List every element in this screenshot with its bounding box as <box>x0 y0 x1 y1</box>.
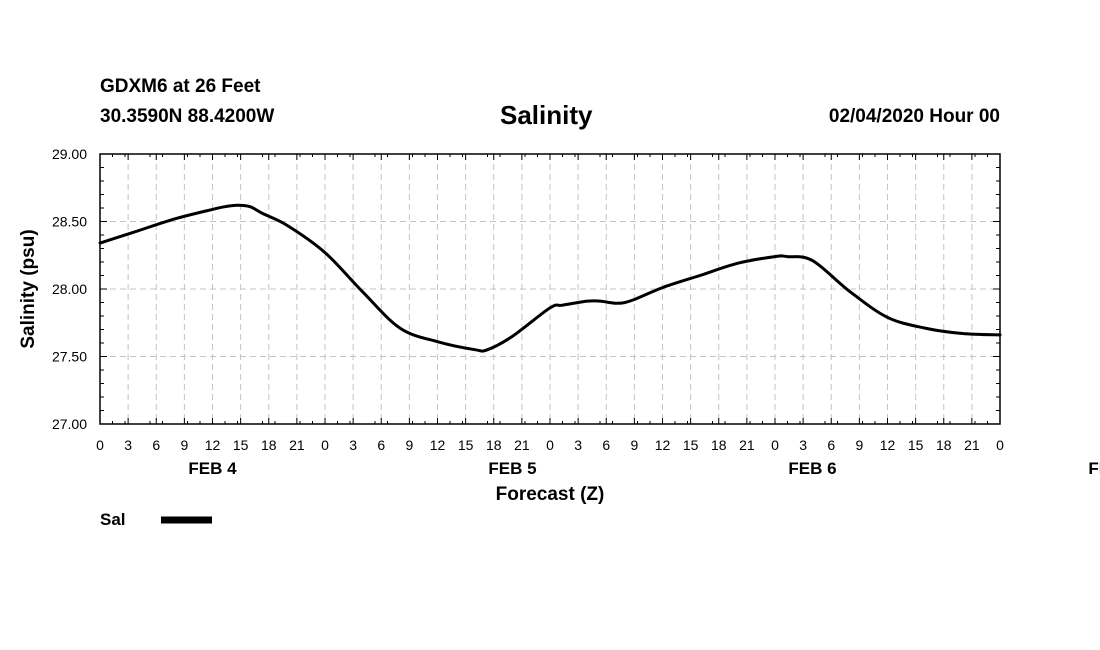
x-tick-label: 12 <box>430 437 446 453</box>
day-label: FEB 4 <box>188 459 237 478</box>
x-tick-label: 0 <box>771 437 779 453</box>
x-tick-label: 9 <box>855 437 863 453</box>
x-tick-label: 0 <box>996 437 1004 453</box>
x-tick-label: 9 <box>405 437 413 453</box>
x-tick-label: 12 <box>880 437 896 453</box>
x-tick-label: 12 <box>655 437 671 453</box>
x-tick-label: 21 <box>964 437 980 453</box>
x-tick-label: 0 <box>321 437 329 453</box>
day-label: FEB 5 <box>488 459 536 478</box>
x-tick-label: 9 <box>180 437 188 453</box>
legend-label: Sal <box>100 510 126 529</box>
station-label: GDXM6 at 26 Feet <box>100 76 261 97</box>
x-tick-label: 15 <box>683 437 699 453</box>
x-tick-label: 6 <box>377 437 385 453</box>
x-tick-label: 3 <box>574 437 582 453</box>
x-tick-label: 0 <box>96 437 104 453</box>
x-tick-label: 15 <box>908 437 924 453</box>
y-tick-labels: 27.00 27.50 28.00 28.50 29.00 <box>52 146 87 432</box>
x-tick-label: 3 <box>799 437 807 453</box>
x-tick-label: 18 <box>936 437 952 453</box>
y-tick-label: 27.50 <box>52 349 87 365</box>
y-tick-label: 27.00 <box>52 416 87 432</box>
x-tick-label: 3 <box>124 437 132 453</box>
x-tick-label: 18 <box>486 437 502 453</box>
y-tick-label: 28.50 <box>52 214 87 230</box>
grid-lines <box>100 154 1000 424</box>
x-tick-label: 6 <box>152 437 160 453</box>
x-tick-label: 21 <box>514 437 530 453</box>
x-tick-label: 18 <box>711 437 727 453</box>
plot-frame <box>99 153 1001 425</box>
y-tick-label: 29.00 <box>52 146 87 162</box>
legend: Sal <box>100 510 212 529</box>
coordinates-label: 30.3590N 88.4200W <box>100 106 275 127</box>
x-tick-label: 0 <box>546 437 554 453</box>
y-axis-label: Salinity (psu) <box>18 229 39 348</box>
x-tick-label: 9 <box>630 437 638 453</box>
x-tick-label: 3 <box>349 437 357 453</box>
x-tick-label: 15 <box>233 437 249 453</box>
x-tick-labels: 0 3 6 9 12 15 18 21 0 3 6 9 12 15 18 21 0 3 6 9 12 15 18 21 0 3 6 9… <box>96 437 1004 453</box>
x-axis-label: Forecast (Z) <box>496 484 605 505</box>
chart-title: Salinity <box>500 100 593 130</box>
day-labels: FEB 4 FEB 5 FEB 6 FEB 7 <box>188 459 1100 478</box>
x-tick-label: 21 <box>739 437 755 453</box>
x-tick-label: 15 <box>458 437 474 453</box>
x-tick-label: 6 <box>602 437 610 453</box>
x-tick-label: 6 <box>827 437 835 453</box>
day-label: FEB 7 <box>1088 459 1100 478</box>
x-tick-label: 12 <box>205 437 221 453</box>
x-tick-label: 18 <box>261 437 277 453</box>
forecast-datetime: 02/04/2020 Hour 00 <box>828 106 1000 127</box>
y-tick-label: 28.00 <box>52 281 87 297</box>
x-tick-label: 21 <box>289 437 305 453</box>
day-label: FEB 6 <box>788 459 836 478</box>
series-layer <box>98 203 1002 353</box>
series-line-sal <box>98 203 1002 353</box>
